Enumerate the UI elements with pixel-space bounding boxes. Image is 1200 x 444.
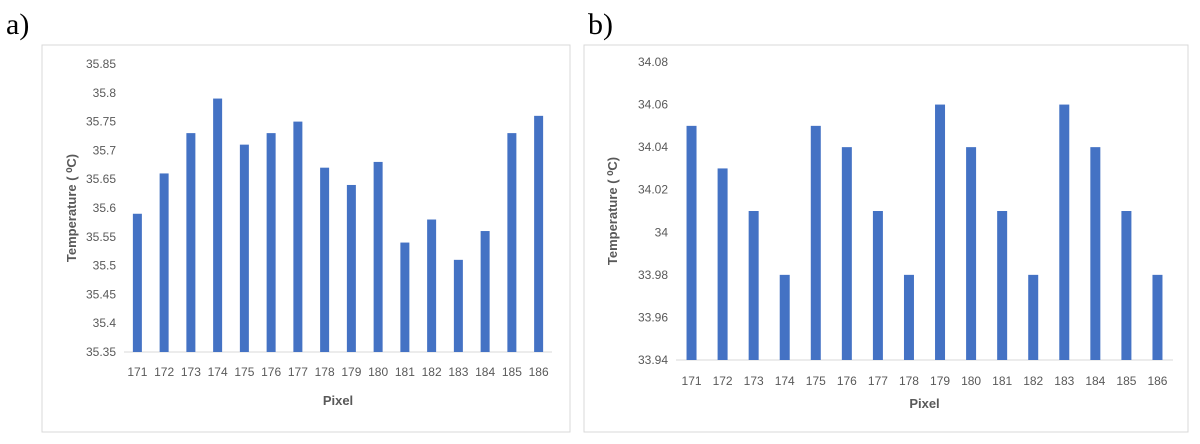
chart-frame [583, 44, 1189, 433]
bar-178 [903, 274, 914, 360]
bar-174 [779, 274, 790, 360]
x-axis-title: Pixel [909, 396, 939, 411]
bar-181 [400, 242, 410, 352]
x-tick-label: 173 [744, 374, 764, 388]
x-tick-label: 178 [899, 374, 919, 388]
x-tick-label: 180 [368, 365, 388, 379]
bar-180 [966, 147, 977, 360]
bar-181 [997, 211, 1008, 360]
x-tick-label: 186 [1147, 374, 1167, 388]
x-tick-label: 176 [837, 374, 857, 388]
bar-179 [346, 184, 356, 352]
bar-175 [239, 144, 249, 352]
y-tick-label: 34.06 [638, 98, 668, 112]
x-tick-label: 179 [930, 374, 950, 388]
x-tick-label: 171 [127, 365, 147, 379]
panel-a-label: a) [6, 8, 30, 41]
x-tick-label: 178 [315, 365, 335, 379]
chart-b: 33.94 33.96 33.98 34 34.02 34.04 34.06 34.08 171… [583, 44, 1189, 433]
x-tick-label: 181 [395, 365, 415, 379]
x-tick-label: 175 [806, 374, 826, 388]
y-tick-label: 35.55 [86, 230, 116, 244]
bar-184 [480, 231, 490, 352]
x-tick-label: 179 [341, 365, 361, 379]
bar-183 [453, 259, 463, 352]
bar-173 [186, 133, 196, 352]
y-tick-label: 35.5 [93, 259, 117, 273]
y-axis-title: Temperature ( ⁰C) [605, 157, 620, 265]
x-tick-label: 186 [529, 365, 549, 379]
x-tick-label: 172 [154, 365, 174, 379]
x-tick-label: 173 [181, 365, 201, 379]
x-tick-label: 176 [261, 365, 281, 379]
x-tick-label: 185 [1116, 374, 1136, 388]
bar-171 [686, 125, 697, 360]
x-tick-label: 174 [208, 365, 228, 379]
bar-176 [266, 133, 276, 352]
bar-184 [1090, 147, 1101, 360]
x-tick-label: 177 [288, 365, 308, 379]
y-tick-label: 35.45 [86, 287, 116, 301]
x-tick-label: 185 [502, 365, 522, 379]
bar-178 [320, 167, 330, 352]
y-tick-label: 35.35 [86, 345, 116, 359]
bar-179 [935, 104, 946, 360]
y-tick-label: 35.6 [93, 201, 117, 215]
y-tick-label: 35.7 [93, 143, 117, 157]
chart-a: 35.35 35.4 35.45 35.5 35.55 35.6 35.65 35.7 35.7… [41, 44, 571, 433]
x-tick-label: 182 [422, 365, 442, 379]
bar-180 [373, 161, 383, 352]
x-tick-label: 182 [1023, 374, 1043, 388]
y-tick-label: 33.94 [638, 353, 668, 367]
y-tick-label: 35.65 [86, 172, 116, 186]
bar-183 [1059, 104, 1070, 360]
bar-186 [1152, 274, 1163, 360]
x-tick-label: 183 [1054, 374, 1074, 388]
x-tick-label: 177 [868, 374, 888, 388]
x-tick-label: 184 [1085, 374, 1105, 388]
y-tick-label: 35.4 [93, 316, 117, 330]
y-tick-label: 34.02 [638, 183, 668, 197]
y-tick-label: 35.75 [86, 115, 116, 129]
x-tick-label: 171 [682, 374, 702, 388]
y-tick-label: 34.04 [638, 140, 668, 154]
panel-b-label: b) [588, 8, 613, 41]
y-tick-label: 33.98 [638, 268, 668, 282]
bar-186 [534, 115, 544, 352]
x-tick-label: 183 [448, 365, 468, 379]
y-tick-label: 33.96 [638, 310, 668, 324]
x-tick-label: 181 [992, 374, 1012, 388]
bar-185 [507, 133, 517, 352]
x-tick-label: 184 [475, 365, 495, 379]
y-tick-label: 34 [655, 225, 669, 239]
y-axis-title: Temperature ( ⁰C) [64, 154, 79, 262]
bar-171 [132, 213, 142, 352]
bar-185 [1121, 211, 1132, 360]
bar-177 [293, 121, 303, 352]
x-axis-title: Pixel [323, 393, 353, 408]
x-tick-label: 172 [713, 374, 733, 388]
bar-174 [213, 98, 223, 352]
bar-172 [159, 173, 169, 352]
x-tick-label: 174 [775, 374, 795, 388]
bar-182 [427, 219, 437, 352]
bar-173 [748, 211, 759, 360]
x-tick-label: 175 [234, 365, 254, 379]
bar-177 [872, 211, 883, 360]
y-tick-label: 35.85 [86, 57, 116, 71]
bar-176 [841, 147, 852, 360]
y-tick-label: 34.08 [638, 55, 668, 69]
x-tick-label: 180 [961, 374, 981, 388]
bar-182 [1028, 274, 1039, 360]
bar-172 [717, 168, 728, 360]
bar-175 [810, 125, 821, 360]
y-tick-label: 35.8 [93, 86, 117, 100]
